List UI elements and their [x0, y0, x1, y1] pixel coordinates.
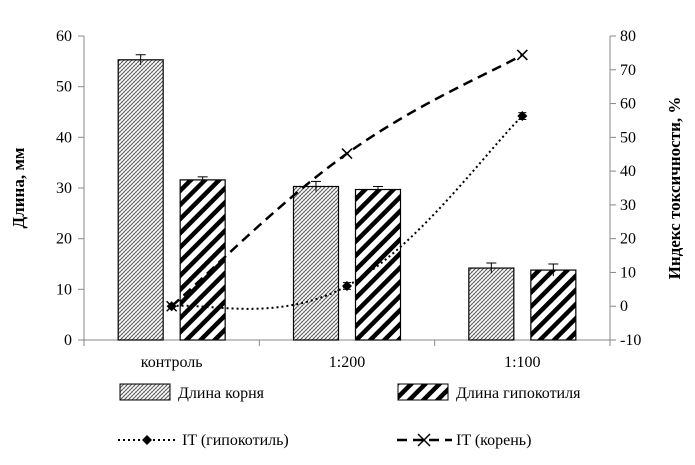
x-tick-label: 1:100 [504, 354, 540, 371]
x-tick-label: контроль [141, 354, 203, 371]
right-y-ticks: -10 0 10 20 30 40 50 60 70 80 [610, 28, 641, 349]
x-tick-label: 1:200 [329, 354, 365, 371]
legend: Длина корня Длина гипокотиля IT (гипокот… [118, 383, 581, 449]
right-tick-label: 0 [620, 298, 628, 315]
y-left-label: Длина, мм [9, 147, 28, 228]
bars [117, 54, 577, 341]
line-point-x [341, 148, 353, 160]
bar [179, 179, 226, 341]
line-point-x [166, 300, 178, 312]
legend-marker-it-hypocotyl [142, 435, 152, 445]
bar [468, 267, 515, 341]
bar [292, 185, 340, 341]
legend-label-it-root: IT (корень) [456, 432, 531, 449]
left-tick-label: 10 [56, 281, 72, 298]
right-tick-label: 60 [620, 96, 636, 113]
left-y-ticks: 0 10 20 30 40 50 60 [56, 28, 84, 349]
legend-label-hypocotyl: Длина гипокотиля [456, 385, 581, 402]
right-tick-label: 20 [620, 231, 636, 248]
bar [117, 59, 164, 341]
y-right-label: Индекс токсичности, % [665, 97, 684, 280]
lines [166, 49, 528, 312]
right-tick-label: 10 [620, 264, 636, 281]
right-tick-label: -10 [620, 332, 641, 349]
left-tick-label: 30 [56, 180, 72, 197]
left-tick-label: 60 [56, 28, 72, 45]
right-tick-label: 50 [620, 129, 636, 146]
legend-label-it-hypocotyl: IT (гипокотиль) [182, 432, 289, 449]
right-tick-label: 80 [620, 28, 636, 45]
left-tick-label: 40 [56, 129, 72, 146]
left-tick-label: 50 [56, 79, 72, 96]
legend-swatch-root [119, 383, 171, 401]
left-tick-label: 20 [56, 231, 72, 248]
right-tick-label: 40 [620, 163, 636, 180]
bar [530, 269, 577, 341]
line-point-diamond [342, 280, 352, 291]
right-tick-label: 70 [620, 62, 636, 79]
legend-marker-it-root [417, 433, 431, 447]
line-point-diamond [517, 111, 528, 122]
right-tick-label: 30 [620, 197, 636, 214]
left-tick-label: 0 [64, 332, 72, 349]
line-series-path [171, 115, 524, 310]
legend-label-root: Длина корня [178, 385, 265, 402]
x-ticks: контроль 1:200 1:100 [83, 340, 611, 371]
legend-swatch-hypocotyl [397, 383, 449, 401]
line-point-x [516, 49, 528, 61]
